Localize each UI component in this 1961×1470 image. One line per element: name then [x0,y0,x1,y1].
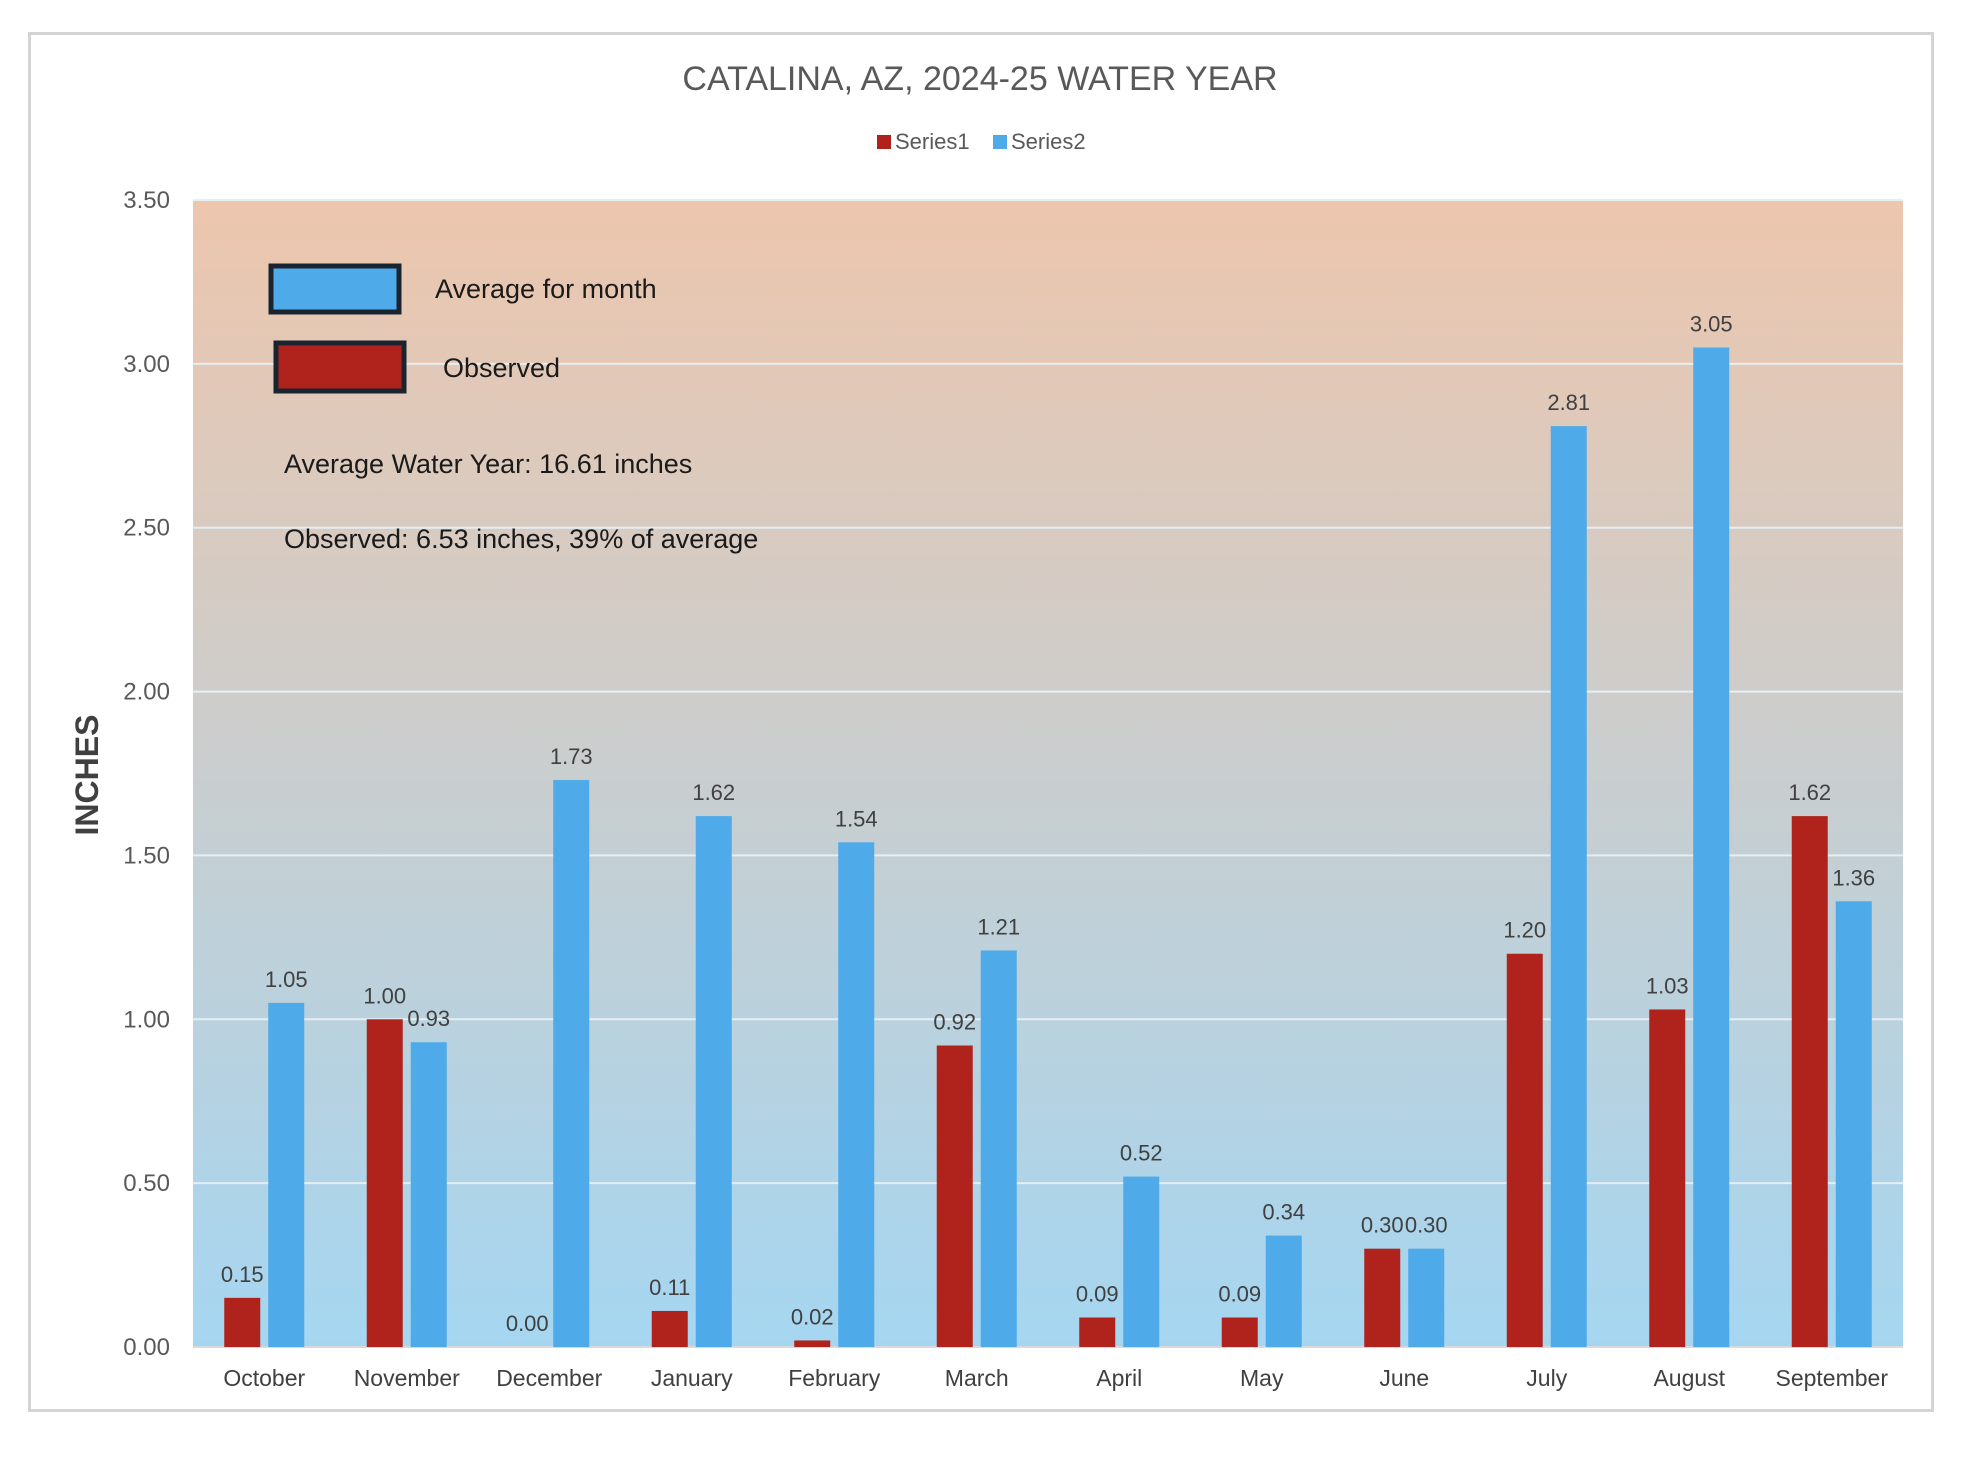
y-tick-label: 3.50 [123,187,170,214]
data-label: 0.92 [933,1010,976,1035]
x-category-label: September [1775,1365,1888,1391]
gridlines [193,199,1903,1348]
bar-series2 [1693,347,1730,1347]
bar-series1 [366,1019,403,1347]
bar-series1 [1649,1009,1686,1347]
x-category-label: January [651,1365,733,1391]
y-tick-label: 2.50 [123,515,170,542]
data-label: 0.09 [1076,1282,1119,1307]
data-label: 0.00 [506,1311,549,1336]
x-category-label: July [1526,1365,1567,1391]
data-label: 0.52 [1120,1141,1163,1166]
plot-area [193,200,1903,1347]
bar-series2 [1123,1176,1160,1347]
y-tick-label: 0.00 [123,1334,170,1361]
bar-series1 [1221,1317,1258,1347]
x-category-label: March [945,1365,1009,1391]
x-category-label: February [788,1365,881,1391]
x-category-label: August [1653,1365,1725,1391]
x-axis-categories: October November December January February Ma… [223,1365,1888,1391]
bar-series1 [936,1045,973,1347]
legend-swatch-series2 [993,135,1007,149]
legend-swatch-series1 [877,135,891,149]
x-category-label: June [1379,1365,1429,1391]
y-axis-label: INCHES [69,715,105,836]
data-label: 1.00 [363,983,406,1008]
bar-series2 [1835,901,1872,1347]
custom-legend: Average for month Observed [268,263,657,394]
legend-label-series1: Series1 [895,129,970,154]
bar-series1 [224,1297,261,1347]
bar-series2 [268,1002,305,1347]
series-legend: Series1 Series2 [877,129,1086,154]
data-label: 0.02 [791,1304,834,1329]
x-category-label: May [1240,1365,1284,1391]
y-tick-label: 3.00 [123,351,170,378]
bar-series1 [651,1310,688,1347]
data-label: 1.62 [692,780,735,805]
y-tick-label: 2.00 [123,679,170,706]
custom-legend-box-observed [273,340,407,394]
bar-series1 [1791,816,1828,1347]
data-label: 1.21 [977,914,1020,939]
x-category-label: October [223,1365,305,1391]
data-label: 1.62 [1788,780,1831,805]
annotation-average-water-year: Average Water Year: 16.61 inches [284,449,692,479]
legend-label-series2: Series2 [1011,129,1086,154]
x-category-label: April [1096,1365,1142,1391]
data-label: 1.36 [1832,865,1875,890]
data-label: 1.73 [550,744,593,769]
bar-series1 [1506,953,1543,1347]
bar-series2 [1265,1235,1302,1347]
bar-series2 [838,842,875,1347]
y-tick-label: 1.50 [123,842,170,869]
custom-legend-box-average [268,263,402,315]
bar-series1 [1364,1248,1401,1347]
y-tick-label: 0.50 [123,1170,170,1197]
bar-series1 [794,1340,831,1347]
y-tick-label: 1.00 [123,1006,170,1033]
custom-legend-label-average: Average for month [435,274,657,304]
x-category-label: December [496,1365,602,1391]
data-label: 1.20 [1503,918,1546,943]
data-label: 1.05 [265,967,308,992]
bar-series2 [410,1042,447,1347]
bar-series2 [1408,1248,1445,1347]
data-label: 3.05 [1690,311,1733,336]
custom-legend-label-observed: Observed [443,353,560,383]
data-label: 0.15 [221,1262,264,1287]
data-labels: 0.15 1.05 1.000.93 0.00 1.73 0.11 1.62 0.02 1.54… [221,311,1875,1336]
data-label: 0.93 [407,1006,450,1031]
bar-series2 [980,950,1017,1347]
bar-series2 [553,780,590,1347]
chart-title: CATALINA, AZ, 2024-25 WATER YEAR [682,60,1277,98]
annotation-observed-total: Observed: 6.53 inches, 39% of average [284,524,758,554]
data-label: 2.81 [1547,390,1590,415]
x-category-label: November [354,1365,460,1391]
bars [224,347,1872,1347]
bar-series2 [695,816,732,1347]
bar-series2 [1550,426,1587,1347]
data-label: 0.30 [1361,1213,1404,1238]
bar-series1 [1079,1317,1116,1347]
data-label: 0.30 [1405,1213,1448,1238]
data-label: 0.11 [649,1275,690,1300]
data-label: 0.09 [1218,1282,1261,1307]
data-label: 1.03 [1646,973,1689,998]
data-label: 1.54 [835,806,878,831]
data-label: 0.34 [1262,1200,1305,1225]
y-axis-ticks: 0.00 0.50 1.00 1.50 2.00 2.50 3.00 3.50 [123,187,170,1361]
